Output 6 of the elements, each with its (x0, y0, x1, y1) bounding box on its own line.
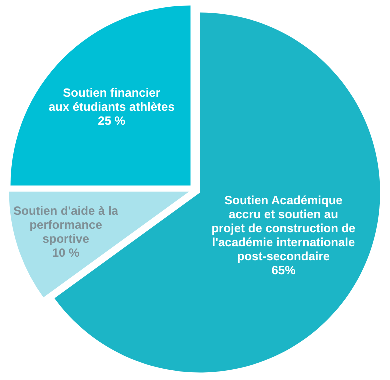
slice-label: Soutien d'aide à la performance sportive (14, 204, 119, 246)
slice-label: Soutien Académique accru et soutien au projet de construction de l'académie internationale post-secondaire (212, 193, 356, 264)
slice-label: Soutien financier aux étudiants athlètes (48, 86, 176, 114)
data-label: 65% (272, 263, 296, 278)
data-label: 10 % (52, 246, 80, 260)
data-label: 25 % (98, 114, 126, 128)
